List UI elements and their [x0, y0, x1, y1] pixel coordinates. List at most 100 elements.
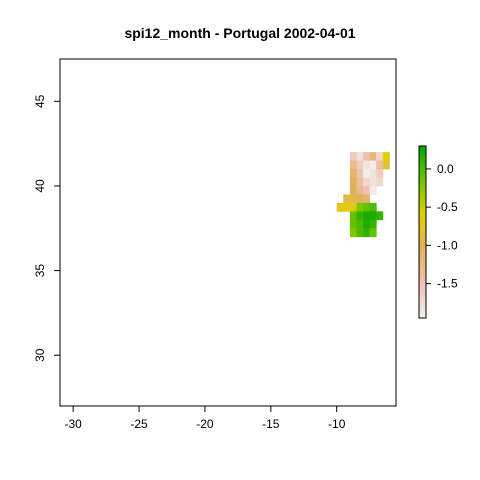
raster-cell: [363, 228, 371, 238]
colorbar-segment: [419, 254, 426, 259]
colorbar-segment: [419, 186, 426, 190]
raster-cells: [336, 152, 390, 238]
raster-cell: [356, 160, 364, 170]
colorbar-tick-label: -1.0: [437, 238, 458, 252]
colorbar-segment: [419, 229, 426, 233]
raster-cell: [363, 185, 371, 195]
colorbar-segment: [419, 223, 426, 227]
colorbar-segment: [419, 292, 426, 296]
colorbar-segment: [419, 240, 426, 244]
colorbar-segment: [419, 163, 426, 167]
raster-cell: [363, 160, 371, 170]
colorbar-segment: [419, 157, 426, 161]
raster-cell: [369, 177, 377, 187]
y-tick-label: 45: [33, 94, 47, 108]
plot-frame: [59, 58, 397, 407]
raster-cell: [376, 177, 384, 187]
raster-cell: [349, 169, 357, 178]
raster-cell: [369, 160, 377, 170]
raster-cell: [356, 177, 364, 187]
colorbar-segment: [419, 315, 426, 319]
raster-cell: [356, 185, 364, 195]
raster-cell: [349, 160, 357, 170]
colorbar-segment: [419, 200, 426, 204]
colorbar-segment: [419, 232, 426, 236]
chart-title: spi12_month - Portugal 2002-04-01: [124, 25, 355, 41]
raster-cell: [349, 211, 357, 221]
colorbar-segment: [419, 209, 426, 213]
colorbar-segment: [419, 180, 426, 184]
colorbar-segment: [419, 263, 426, 267]
raster-cell: [369, 152, 377, 161]
colorbar-segment: [419, 168, 426, 173]
x-tick-label: -30: [65, 417, 83, 431]
colorbar-segment: [419, 309, 426, 313]
x-tick-label: -10: [328, 417, 346, 431]
raster-cell: [336, 202, 344, 212]
x-axis: -30 -25 -20 -15 -10: [65, 405, 346, 431]
raster-cell: [376, 160, 384, 170]
colorbar-segment: [419, 151, 426, 156]
raster-cell: [382, 152, 390, 161]
raster-cell: [349, 219, 357, 229]
raster-cell: [356, 169, 364, 178]
colorbar-segment: [419, 203, 426, 207]
raster-cell: [363, 169, 371, 178]
y-tick-label: 30: [33, 348, 47, 362]
colorbar-segment: [419, 306, 426, 310]
colorbar-segment: [419, 269, 426, 273]
raster-cell: [363, 219, 371, 229]
raster-cell: [363, 152, 371, 161]
colorbar-segment: [419, 237, 426, 242]
colorbar-segment: [419, 171, 426, 176]
raster-cell: [349, 152, 357, 161]
colorbar-segment: [419, 197, 426, 201]
colorbar-segment: [419, 280, 426, 285]
raster-cell: [369, 211, 377, 221]
y-tick-label: 40: [33, 179, 47, 193]
colorbar-segment: [419, 295, 426, 299]
colorbar-segment: [419, 154, 426, 158]
raster-cell: [369, 228, 377, 238]
colorbar-segment: [419, 297, 426, 302]
colorbar-segment: [419, 234, 426, 239]
colorbar-segment: [419, 266, 426, 270]
colorbar-tick-label: 0.0: [437, 162, 454, 176]
colorbar-segment: [419, 300, 426, 305]
colorbar-segment: [419, 166, 426, 170]
colorbar-segment: [419, 252, 426, 256]
x-tick-label: -25: [130, 417, 148, 431]
colorbar-segment: [419, 272, 426, 276]
raster-cell: [363, 202, 371, 212]
colorbar-frame: [418, 145, 427, 319]
colorbar-segment: [419, 189, 426, 193]
raster-cell: [343, 202, 351, 212]
raster-cell: [376, 169, 384, 178]
colorbar-segment: [419, 286, 426, 290]
raster-cell: [363, 194, 371, 204]
raster-cell: [356, 211, 364, 221]
colorbar-segment: [419, 303, 426, 308]
raster-cell: [343, 194, 351, 204]
colorbar-segment: [419, 217, 426, 222]
raster-cell: [369, 202, 377, 212]
raster-cell: [349, 194, 357, 204]
raster-cell: [369, 169, 377, 178]
colorbar-segment: [419, 260, 426, 265]
colorbar-segment: [419, 289, 426, 293]
colorbar-segment: [419, 243, 426, 247]
colorbar-segment: [419, 275, 426, 279]
colorbar-segment: [419, 206, 426, 210]
colorbar-segment: [419, 211, 426, 216]
raster-cell: [356, 228, 364, 238]
raster-cell: [369, 185, 377, 195]
colorbar-tick-label: -1.5: [437, 277, 458, 291]
raster-cell: [349, 185, 357, 195]
colorbar-segment: [419, 146, 426, 150]
colorbar-segment: [419, 277, 426, 282]
colorbar-segment: [419, 226, 426, 230]
raster-cell: [363, 211, 371, 221]
y-tick-label: 35: [33, 264, 47, 278]
colorbar-segment: [419, 183, 426, 187]
